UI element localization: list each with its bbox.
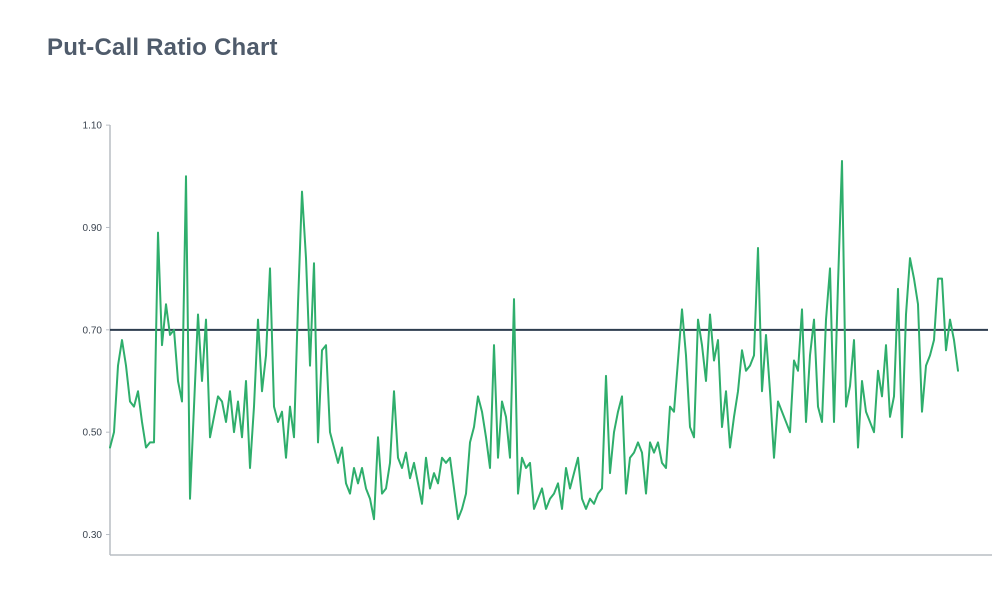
- y-tick-label: 1.10: [83, 121, 103, 132]
- chart-title: Put-Call Ratio Chart: [47, 34, 278, 61]
- y-tick-label: 0.90: [83, 223, 103, 234]
- y-tick-label: 0.50: [83, 428, 103, 439]
- put-call-ratio-series-line: [109, 159, 959, 521]
- y-tick-label: 0.30: [83, 530, 103, 541]
- y-tick-label: 0.70: [83, 325, 103, 336]
